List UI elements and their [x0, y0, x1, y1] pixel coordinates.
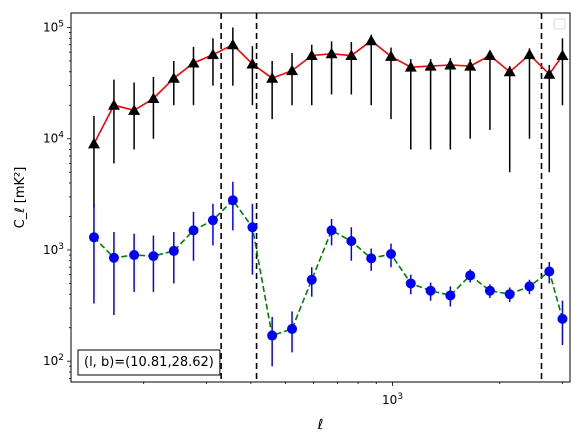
circle-marker — [386, 248, 397, 259]
circle-marker — [405, 278, 416, 289]
circle-marker — [484, 285, 495, 296]
triangle-marker — [286, 64, 299, 76]
circle-marker — [188, 225, 199, 236]
plot-frame — [70, 12, 571, 383]
triangle-marker — [305, 49, 318, 61]
circle-marker — [88, 232, 99, 243]
triangle-marker — [266, 72, 279, 83]
triangle-marker — [167, 72, 180, 83]
triangle-marker — [503, 65, 516, 77]
error-bars — [93, 27, 564, 367]
triangle-marker — [345, 49, 358, 61]
x-tick-label: 103 — [382, 392, 403, 407]
data-markers — [87, 34, 569, 341]
circle-marker — [267, 330, 278, 341]
circle-marker — [129, 250, 140, 261]
legend-box — [553, 18, 566, 30]
annotation-box — [77, 349, 221, 376]
triangle-marker — [365, 34, 378, 46]
x-axis-label: ℓ — [317, 417, 324, 433]
annotation-text: (l, b)=(10.81,28.62) — [84, 355, 214, 370]
triangle-marker — [424, 60, 437, 71]
triangle-marker — [483, 49, 496, 61]
triangle-marker — [523, 48, 536, 60]
y-tick-label: 104 — [43, 131, 64, 146]
triangle-marker — [206, 48, 219, 60]
triangle-marker — [325, 47, 338, 59]
circle-marker — [148, 251, 159, 262]
axis-ticks: 102 103 104 105 103 — [43, 19, 563, 407]
circle-marker — [346, 236, 357, 247]
circle-marker — [168, 245, 179, 256]
circle-marker — [425, 285, 436, 296]
y-tick-label: 105 — [43, 19, 64, 34]
triangle-marker — [543, 68, 556, 79]
circle-marker — [326, 225, 337, 236]
y-tick-label: 103 — [43, 242, 64, 257]
circle-marker — [247, 222, 258, 233]
circle-marker — [227, 195, 238, 206]
circle-marker — [524, 281, 535, 292]
series-line — [93, 198, 564, 337]
circle-marker — [207, 215, 218, 226]
triangle-marker — [556, 49, 569, 61]
triangle-marker — [246, 57, 259, 69]
triangle-marker — [226, 38, 239, 50]
circle-marker — [557, 313, 568, 324]
triangle-marker — [187, 56, 200, 68]
triangle-marker — [464, 60, 477, 71]
circle-marker — [445, 290, 456, 301]
triangle-marker — [87, 137, 100, 149]
vertical-marker-lines — [220, 13, 543, 382]
triangle-marker — [128, 104, 141, 115]
circle-marker — [108, 252, 119, 263]
y-axis-label: C_ℓ [mK²] — [13, 167, 28, 229]
circle-marker — [366, 253, 377, 264]
circle-marker — [287, 323, 298, 334]
triangle-marker — [107, 99, 120, 110]
circle-marker — [504, 289, 515, 300]
circle-marker — [306, 274, 317, 285]
triangle-marker — [385, 50, 398, 61]
triangle-marker — [404, 61, 417, 72]
circle-marker — [465, 270, 476, 281]
triangle-marker — [444, 59, 457, 70]
triangle-marker — [147, 92, 160, 103]
circle-marker — [544, 266, 555, 277]
y-tick-label: 102 — [43, 353, 64, 368]
